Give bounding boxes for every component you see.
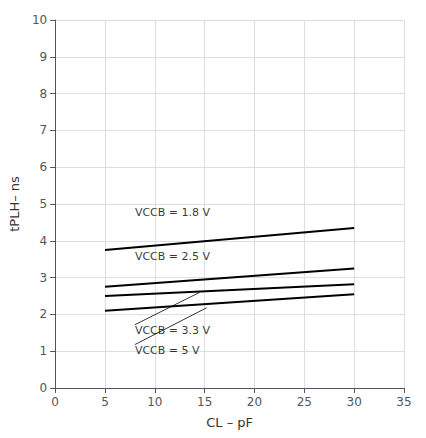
- svg-text:2: 2: [40, 307, 48, 321]
- svg-text:15: 15: [197, 395, 212, 409]
- svg-text:8: 8: [40, 87, 48, 101]
- svg-text:0: 0: [51, 395, 59, 409]
- svg-text:7: 7: [40, 123, 48, 137]
- svg-text:VCCB = 2.5 V: VCCB = 2.5 V: [135, 250, 211, 263]
- svg-text:VCCB = 5 V: VCCB = 5 V: [135, 344, 200, 357]
- svg-text:10: 10: [32, 13, 47, 27]
- svg-text:35: 35: [396, 395, 411, 409]
- svg-text:VCCB = 1.8 V: VCCB = 1.8 V: [135, 206, 211, 219]
- svg-text:4: 4: [40, 234, 48, 248]
- svg-text:tPLH– ns: tPLH– ns: [7, 176, 22, 232]
- svg-text:6: 6: [40, 160, 48, 174]
- svg-text:0: 0: [40, 381, 48, 395]
- svg-text:5: 5: [40, 197, 48, 211]
- svg-text:9: 9: [40, 50, 48, 64]
- svg-text:5: 5: [101, 395, 109, 409]
- svg-text:25: 25: [297, 395, 312, 409]
- svg-text:CL – pF: CL – pF: [206, 415, 253, 430]
- svg-text:20: 20: [247, 395, 262, 409]
- svg-text:10: 10: [147, 395, 162, 409]
- svg-text:30: 30: [347, 395, 362, 409]
- svg-text:VCCB = 3.3 V: VCCB = 3.3 V: [135, 324, 211, 337]
- svg-text:1: 1: [40, 344, 48, 358]
- svg-text:3: 3: [40, 271, 48, 285]
